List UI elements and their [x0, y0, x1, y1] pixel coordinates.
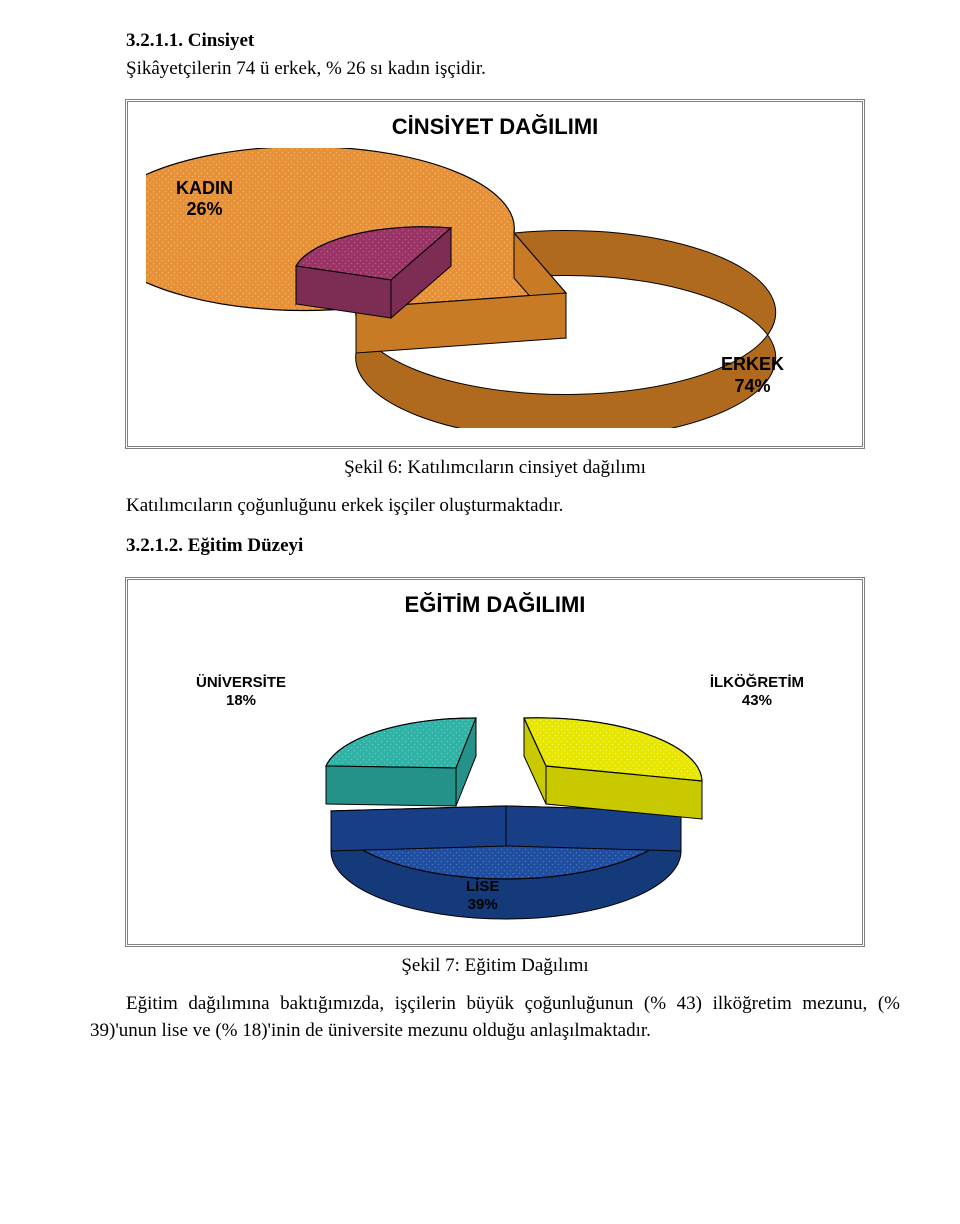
chart-education-label-universite: ÜNİVERSİTE18%	[196, 674, 286, 710]
caption-figure-6: Şekil 6: Katılımcıların cinsiyet dağılım…	[90, 457, 900, 479]
caption-figure-7: Şekil 7: Eğitim Dağılımı	[90, 955, 900, 977]
chart-education: EĞİTİM DAĞILIMI	[125, 577, 865, 947]
chart-education-label-ilkogretim: İLKÖĞRETİM43%	[710, 674, 804, 710]
paragraph-after-chart2: Eğitim dağılımına baktığımızda, işçileri…	[90, 991, 900, 1044]
paragraph-after-chart1: Katılımcıların çoğunluğunu erkek işçiler…	[90, 493, 900, 520]
chart-gender-label-erkek: ERKEK74%	[721, 354, 784, 397]
chart-gender: CİNSİYET DAĞILIMI	[125, 99, 865, 449]
intro-paragraph-1: Şikâyetçilerin 74 ü erkek, % 26 sı kadın…	[90, 56, 900, 83]
chart-education-title: EĞİTİM DAĞILIMI	[146, 592, 844, 618]
section-heading-2: 3.2.1.2. Eğitim Düzeyi	[90, 535, 900, 557]
chart-gender-title: CİNSİYET DAĞILIMI	[146, 114, 844, 140]
section-heading-1: 3.2.1.1. Cinsiyet	[90, 30, 900, 52]
chart-gender-label-kadin: KADIN26%	[176, 178, 233, 221]
chart-education-label-lise: LİSE39%	[466, 878, 499, 914]
